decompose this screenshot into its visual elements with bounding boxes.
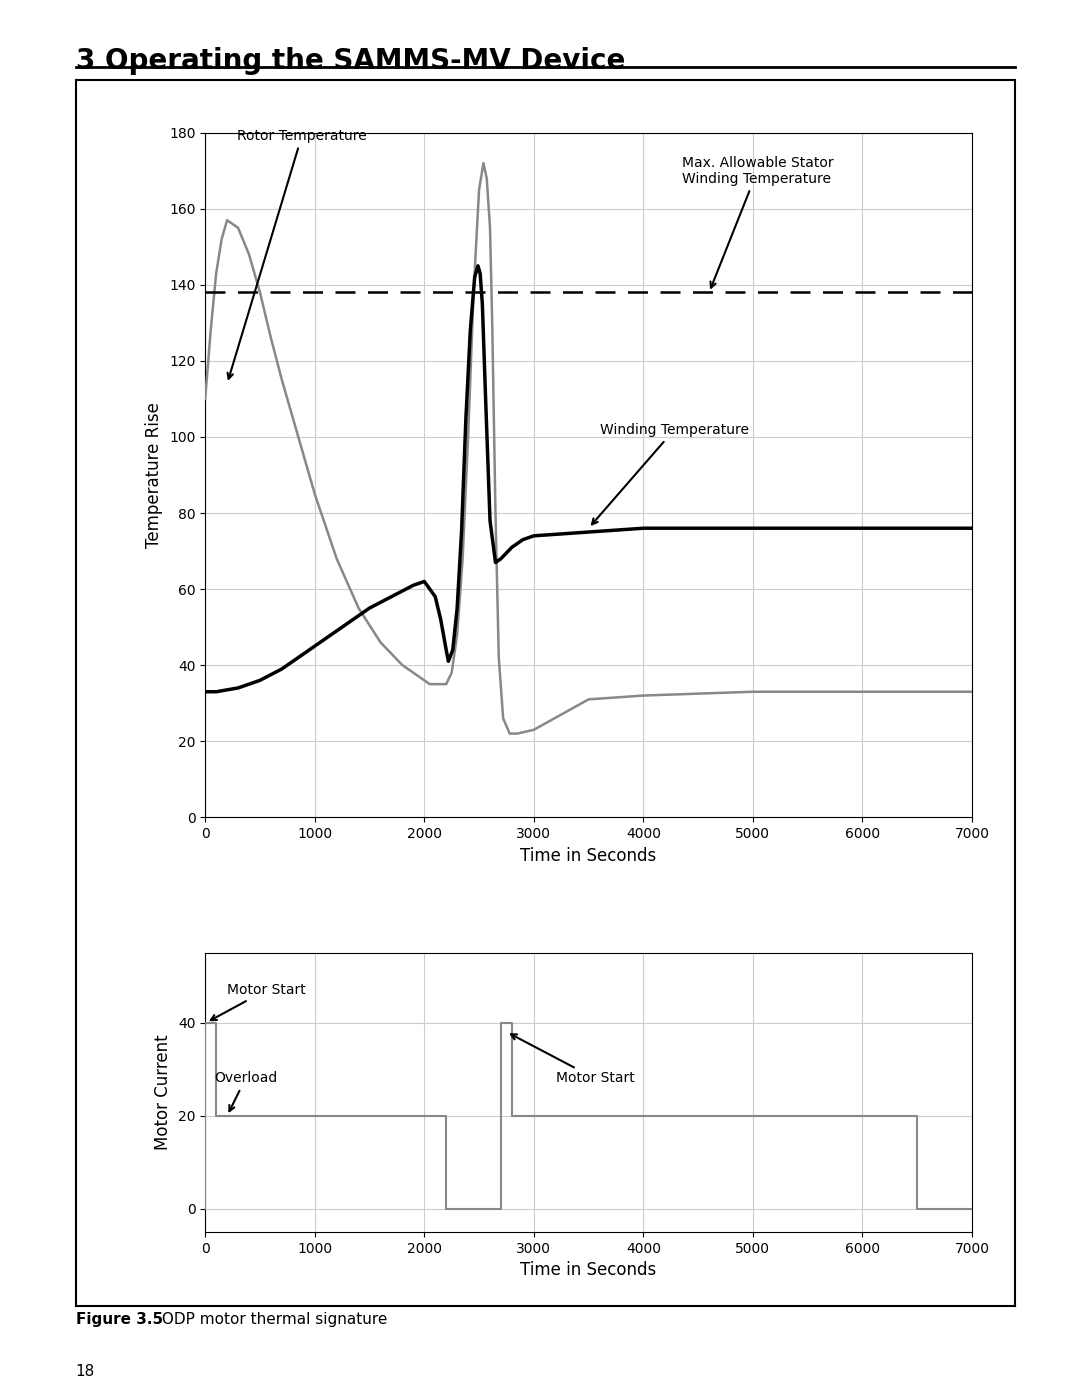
Text: 18: 18: [76, 1363, 95, 1379]
Text: Winding Temperature: Winding Temperature: [592, 423, 748, 524]
Text: ODP motor thermal signature: ODP motor thermal signature: [157, 1312, 387, 1327]
Text: Overload: Overload: [214, 1071, 278, 1111]
Text: Rotor Temperature: Rotor Temperature: [228, 129, 367, 379]
Y-axis label: Temperature Rise: Temperature Rise: [146, 402, 163, 548]
Text: Motor Start: Motor Start: [211, 983, 306, 1020]
Text: Figure 3.5: Figure 3.5: [76, 1312, 163, 1327]
Text: 3 Operating the SAMMS-MV Device: 3 Operating the SAMMS-MV Device: [76, 47, 625, 75]
Text: Motor Start: Motor Start: [511, 1034, 634, 1085]
X-axis label: Time in Seconds: Time in Seconds: [521, 1261, 657, 1280]
Y-axis label: Motor Current: Motor Current: [154, 1035, 173, 1150]
X-axis label: Time in Seconds: Time in Seconds: [521, 847, 657, 865]
Text: Max. Allowable Stator
Winding Temperature: Max. Allowable Stator Winding Temperatur…: [681, 155, 834, 288]
